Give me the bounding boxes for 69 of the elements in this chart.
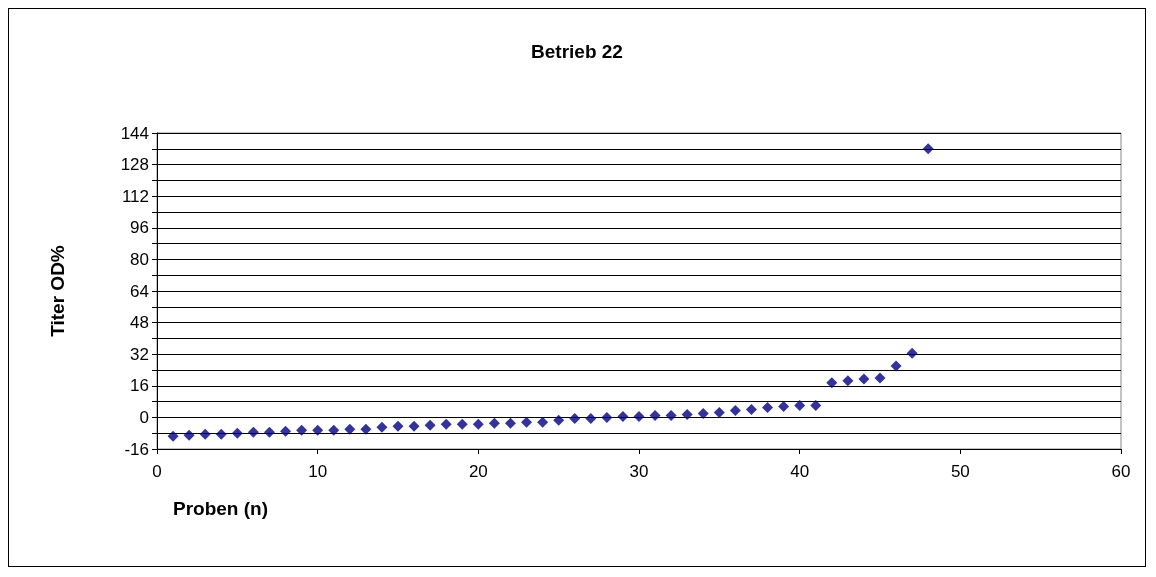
point	[183, 429, 195, 441]
point	[585, 412, 597, 424]
point	[617, 410, 629, 422]
point	[440, 418, 452, 430]
point	[199, 428, 211, 440]
y-tick-label: 16	[130, 376, 149, 396]
point	[778, 401, 790, 413]
x-axis-title: Proben (n)	[173, 498, 268, 519]
point	[360, 423, 372, 435]
y-tick-label: 112	[121, 186, 149, 206]
point	[344, 423, 356, 435]
point	[922, 143, 934, 155]
x-tick-label: 10	[308, 462, 328, 481]
point	[521, 416, 533, 428]
y-tick-label: 128	[120, 155, 149, 175]
point	[328, 424, 340, 436]
point	[376, 421, 388, 433]
y-tick-label: 144	[120, 123, 149, 143]
point	[488, 417, 500, 429]
x-tick-label: 50	[950, 462, 970, 481]
point	[537, 416, 549, 428]
point	[794, 400, 806, 412]
point	[633, 410, 645, 422]
point	[874, 372, 886, 384]
point	[553, 414, 565, 426]
point	[231, 427, 243, 439]
point	[745, 404, 757, 415]
chart-title: Betrieb 22	[531, 41, 623, 62]
x-tick-label: 40	[790, 462, 810, 481]
point	[424, 419, 436, 431]
point	[472, 418, 484, 430]
point	[601, 411, 613, 423]
point	[280, 425, 292, 437]
point	[762, 402, 774, 414]
point	[263, 426, 275, 438]
y-axis-title: Titer OD%	[47, 245, 68, 337]
point	[810, 400, 822, 412]
point	[456, 418, 468, 430]
point	[408, 420, 420, 432]
point	[858, 373, 870, 385]
y-tick-label: 48	[130, 313, 149, 333]
point	[713, 406, 725, 418]
y-tick-label: -16	[124, 439, 149, 459]
y-tick-label: 64	[130, 281, 149, 301]
y-tick-label: 96	[130, 218, 149, 238]
point	[569, 412, 581, 424]
point	[215, 428, 227, 440]
point	[665, 409, 677, 421]
point	[906, 347, 918, 359]
point	[890, 360, 902, 372]
point	[247, 426, 259, 438]
y-tick-label: 0	[139, 407, 149, 427]
point	[312, 424, 324, 436]
point	[504, 417, 516, 429]
y-tick-label: 32	[130, 344, 149, 364]
point	[392, 420, 404, 432]
point	[296, 424, 308, 436]
x-tick-label: 60	[1111, 462, 1131, 481]
point	[681, 408, 693, 420]
point	[167, 430, 179, 442]
point	[842, 375, 854, 387]
x-tick-label: 20	[468, 462, 488, 481]
x-tick-label: 30	[629, 462, 649, 481]
y-tick-label: 80	[130, 249, 149, 269]
point	[697, 407, 709, 419]
point	[826, 377, 838, 389]
x-tick-label: 0	[152, 462, 162, 481]
point	[729, 404, 741, 416]
point	[649, 409, 661, 421]
